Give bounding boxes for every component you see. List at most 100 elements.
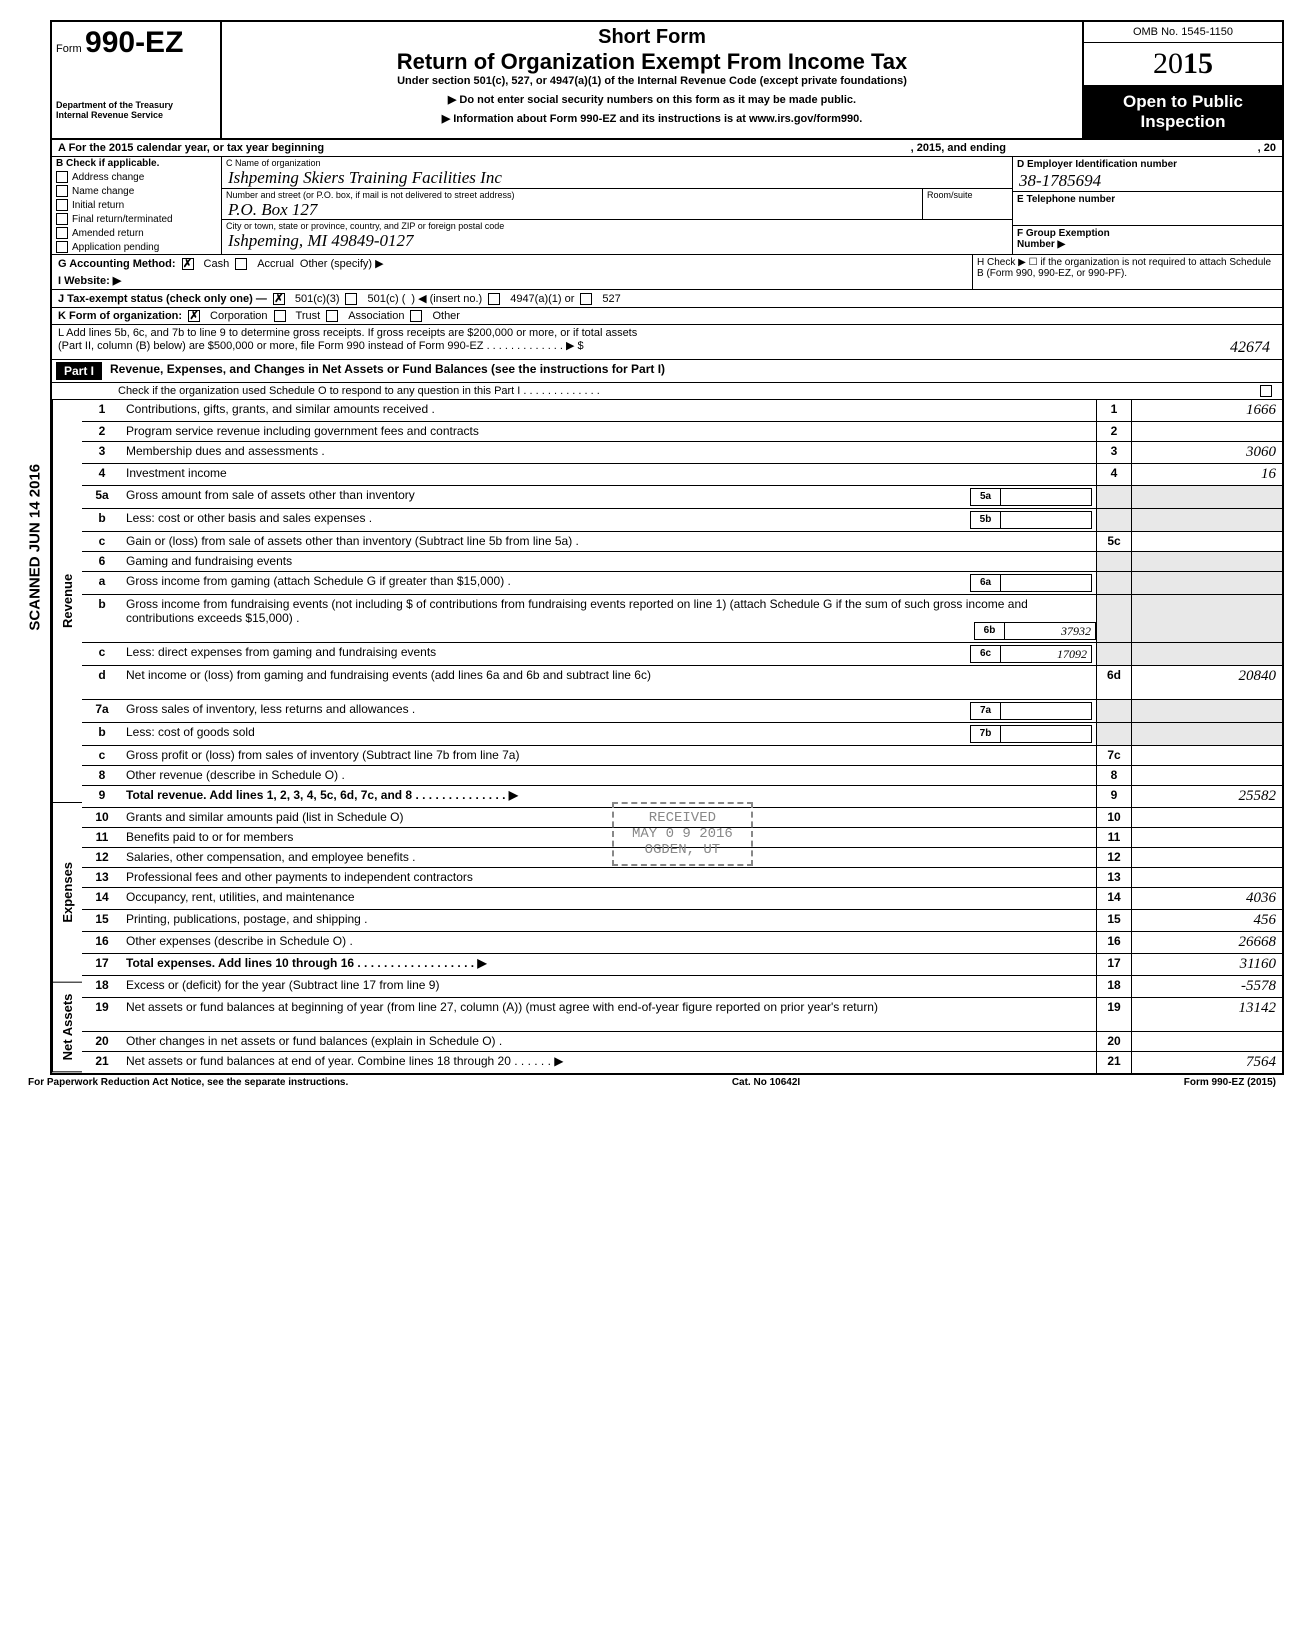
- year-prefix: 20: [1153, 47, 1183, 80]
- chk-other-org-label: Other: [432, 310, 460, 322]
- dept-irs: Internal Revenue Service: [56, 110, 216, 120]
- line-18-num: 18: [82, 976, 122, 997]
- footer: For Paperwork Reduction Act Notice, see …: [22, 1075, 1282, 1090]
- line-15-val: 456: [1132, 910, 1282, 931]
- tax-year: 2015: [1084, 43, 1282, 86]
- line-15-box: 15: [1096, 910, 1132, 931]
- line-16: 16 Other expenses (describe in Schedule …: [82, 932, 1282, 954]
- phone-value: [1013, 207, 1282, 225]
- line-10: 10 Grants and similar amounts paid (list…: [82, 808, 1282, 828]
- row-k: K Form of organization: Corporation Trus…: [52, 308, 1282, 325]
- addr-label: Number and street (or P.O. box, if mail …: [222, 189, 922, 201]
- line-9-num: 9: [82, 786, 122, 807]
- line-6a-desc: Gross income from gaming (attach Schedul…: [122, 572, 1096, 594]
- line-5b-box-shade: [1096, 509, 1132, 531]
- section-f: F Group Exemption Number ▶: [1013, 226, 1282, 252]
- row-i: I Website: ▶: [52, 272, 972, 289]
- chk-501c3[interactable]: [273, 293, 285, 305]
- line-7c-desc: Gross profit or (loss) from sales of inv…: [122, 746, 1096, 765]
- row-a-mid: , 2015, and ending: [905, 140, 1012, 156]
- line-9-box: 9: [1096, 786, 1132, 807]
- line-15: 15 Printing, publications, postage, and …: [82, 910, 1282, 932]
- line-15-num: 15: [82, 910, 122, 931]
- line-16-box: 16: [1096, 932, 1132, 953]
- city-value: Ishpeming, MI 49849-0127: [222, 232, 1012, 251]
- chk-initial-return[interactable]: Initial return: [52, 198, 221, 212]
- chk-application-pending-label: Application pending: [72, 242, 159, 253]
- line-2-num: 2: [82, 422, 122, 441]
- line-14-desc: Occupancy, rent, utilities, and maintena…: [122, 888, 1096, 909]
- chk-501c3-label: 501(c)(3): [295, 293, 340, 305]
- line-1-num: 1: [82, 400, 122, 421]
- line-5a-box-shade: [1096, 486, 1132, 508]
- line-8: 8 Other revenue (describe in Schedule O)…: [82, 766, 1282, 786]
- line-17-box: 17: [1096, 954, 1132, 975]
- line-6a-ival: [1001, 575, 1091, 591]
- line-5a-num: 5a: [82, 486, 122, 508]
- website-label: I Website: ▶: [58, 274, 121, 287]
- line-7a-num: 7a: [82, 700, 122, 722]
- section-b-label: B Check if applicable.: [52, 157, 221, 170]
- chk-accrual[interactable]: [235, 258, 247, 270]
- line-5b-desc: Less: cost or other basis and sales expe…: [122, 509, 1096, 531]
- line-16-num: 16: [82, 932, 122, 953]
- part1-header: Part I Revenue, Expenses, and Changes in…: [52, 360, 1282, 383]
- line-20-box: 20: [1096, 1032, 1132, 1051]
- line-14-box: 14: [1096, 888, 1132, 909]
- line-11-num: 11: [82, 828, 122, 847]
- chk-schedule-o[interactable]: [1260, 385, 1272, 397]
- row-l-text2: (Part II, column (B) below) are $500,000…: [58, 339, 584, 357]
- chk-application-pending[interactable]: Application pending: [52, 240, 221, 254]
- section-d: D Employer Identification number 38-1785…: [1013, 157, 1282, 192]
- line-10-box: 10: [1096, 808, 1132, 827]
- form-subtitle: Under section 501(c), 527, or 4947(a)(1)…: [230, 75, 1074, 87]
- city-field: City or town, state or province, country…: [222, 220, 1012, 251]
- chk-527[interactable]: [580, 293, 592, 305]
- chk-corporation-label: Corporation: [210, 310, 267, 322]
- line-7c-val: [1132, 746, 1282, 765]
- line-7a-desc: Gross sales of inventory, less returns a…: [122, 700, 1096, 722]
- line-2: 2 Program service revenue including gove…: [82, 422, 1282, 442]
- chk-4947a1[interactable]: [488, 293, 500, 305]
- chk-accrual-label: Accrual: [257, 258, 294, 270]
- chk-final-return[interactable]: Final return/terminated: [52, 212, 221, 226]
- line-6c-ibox: 6c: [971, 646, 1001, 662]
- line-14-num: 14: [82, 888, 122, 909]
- line-12-desc: Salaries, other compensation, and employ…: [122, 848, 1096, 867]
- year-bold: 15: [1183, 47, 1213, 80]
- chk-other-org[interactable]: [410, 310, 422, 322]
- chk-trust-label: Trust: [296, 310, 321, 322]
- chk-corporation[interactable]: [188, 310, 200, 322]
- chk-name-change[interactable]: Name change: [52, 184, 221, 198]
- line-20-desc: Other changes in net assets or fund bala…: [122, 1032, 1096, 1051]
- line-7a-box-shade: [1096, 700, 1132, 722]
- chk-association[interactable]: [326, 310, 338, 322]
- chk-trust[interactable]: [274, 310, 286, 322]
- line-6b-num: b: [82, 595, 122, 642]
- chk-501c[interactable]: [345, 293, 357, 305]
- line-6a-val-shade: [1132, 572, 1282, 594]
- chk-501c-label: 501(c) (: [367, 293, 405, 305]
- side-expenses: Expenses: [52, 803, 82, 983]
- header-right: OMB No. 1545-1150 2015 Open to Public In…: [1082, 22, 1282, 138]
- line-3-num: 3: [82, 442, 122, 463]
- line-3-val: 3060: [1132, 442, 1282, 463]
- chk-cash[interactable]: [182, 258, 194, 270]
- line-6c-desc: Less: direct expenses from gaming and fu…: [122, 643, 1096, 665]
- line-6c-box-shade: [1096, 643, 1132, 665]
- line-6b-ival: 37932: [1005, 623, 1095, 639]
- chk-address-change[interactable]: Address change: [52, 170, 221, 184]
- line-7a-val-shade: [1132, 700, 1282, 722]
- ein-label: D Employer Identification number: [1013, 157, 1282, 172]
- line-17: 17 Total expenses. Add lines 10 through …: [82, 954, 1282, 976]
- gross-receipts-value: 42674: [1224, 339, 1276, 357]
- chk-final-return-label: Final return/terminated: [72, 214, 173, 225]
- row-g: G Accounting Method: Cash Accrual Other …: [52, 255, 972, 272]
- room-label: Room/suite: [923, 189, 1012, 201]
- row-h: H Check ▶ ☐ if the organization is not r…: [972, 255, 1282, 289]
- side-net-assets: Net Assets: [52, 982, 82, 1072]
- line-5c-val: [1132, 532, 1282, 551]
- chk-amended-return[interactable]: Amended return: [52, 226, 221, 240]
- line-6d-num: d: [82, 666, 122, 699]
- chk-527-label: 527: [602, 293, 620, 305]
